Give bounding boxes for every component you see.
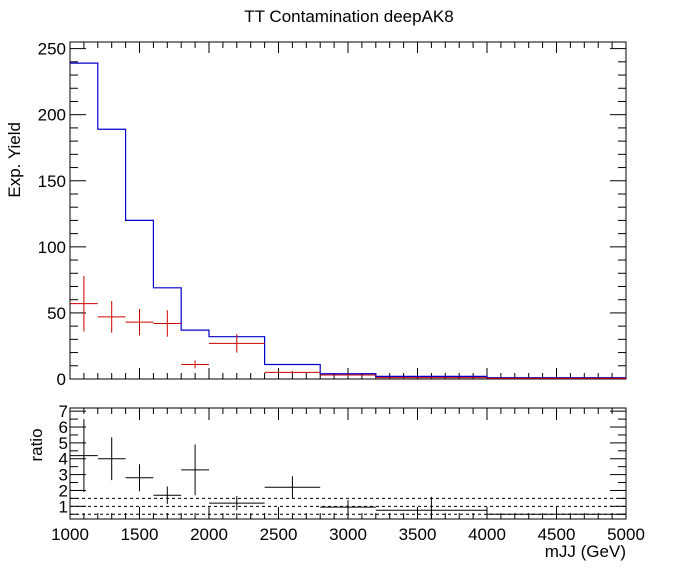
x-tick-labels: 1000 1500 2000 2500 3000 3500 4000 4500 5000 [51,525,645,544]
ratio-point [125,464,154,492]
ratio-point [70,419,98,493]
data-point [97,301,126,333]
data-point [70,275,98,332]
data-point [125,308,154,336]
x-tick-label: 4000 [468,525,506,544]
x-tick-label: 5000 [607,525,645,544]
ratio-y-tick-label: 2 [59,481,68,500]
x-tick-label: 1000 [51,525,89,544]
top-y-axis-label: Exp. Yield [5,122,24,198]
ratio-y-tick-label: 5 [59,434,68,453]
ratio-y-tick-label: 6 [59,418,68,437]
top-y-tick-labels: 0 50 100 150 200 250 [38,40,66,389]
ratio-points [70,419,626,519]
top-y-tick-label: 0 [57,370,66,389]
x-tick-label: 2000 [190,525,228,544]
ratio-point [181,444,209,496]
data-point [264,371,321,374]
data-point [487,377,626,379]
ratio-point [264,476,321,499]
mc-histogram-line [70,62,626,379]
ratio-point [487,511,626,517]
data-point [320,373,376,377]
top-axis-ticks [69,42,627,380]
data-point [209,334,265,353]
ratio-point [320,499,376,515]
ratio-y-tick-label: 7 [59,402,68,421]
x-tick-label: 2500 [260,525,298,544]
ratio-y-tick-label: 3 [59,466,68,485]
x-tick-label: 3000 [329,525,367,544]
top-panel: 0 50 100 150 200 250 Exp. Yield [5,40,627,389]
data-point [181,360,209,369]
ratio-y-tick-label: 4 [59,450,68,469]
ratio-point [375,496,487,519]
ratio-y-axis-label: ratio [27,428,46,461]
x-tick-label: 1500 [121,525,159,544]
top-y-tick-label: 150 [38,172,66,191]
top-y-tick-label: 100 [38,238,66,257]
chart-title: TT Contamination deepAK8 [244,7,453,26]
ratio-point [153,486,182,504]
ratio-y-tick-label: 1 [59,497,68,516]
top-y-tick-label: 250 [38,40,66,59]
x-tick-label: 3500 [399,525,437,544]
data-point [153,310,182,337]
ratio-point [97,437,126,481]
top-y-tick-label: 200 [38,106,66,125]
data-points [70,275,626,379]
x-axis-label: mJJ (GeV) [545,542,626,561]
mc-step-histogram [70,62,626,379]
top-y-tick-label: 50 [47,304,66,323]
ratio-point [209,496,265,511]
x-tick-label: 4500 [538,525,576,544]
data-point [375,377,487,379]
